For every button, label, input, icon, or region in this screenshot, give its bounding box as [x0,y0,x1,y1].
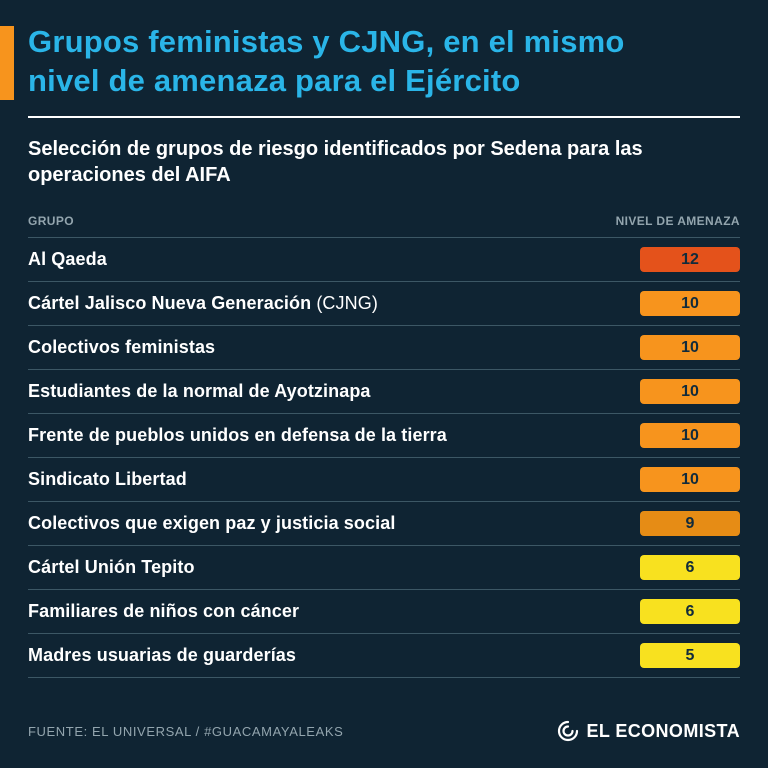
page-title: Grupos feministas y CJNG, en el mismo niv… [28,22,740,100]
group-name: Cártel Jalisco Nueva Generación (CJNG) [28,293,378,314]
el-economista-logo-text: EL ECONOMISTA [586,720,740,741]
table-row: Cártel Jalisco Nueva Generación (CJNG) 1… [28,282,740,327]
group-name: Colectivos que exigen paz y justicia soc… [28,513,396,534]
table-body: Al Qaeda 12 Cártel Jalisco Nueva Generac… [28,238,740,679]
group-name: Frente de pueblos unidos en defensa de l… [28,425,447,446]
table-row: Estudiantes de la normal de Ayotzinapa 1… [28,370,740,415]
table-row: Sindicato Libertad 10 [28,458,740,503]
column-header-group: GRUPO [28,214,75,229]
page-title-line1: Grupos feministas y CJNG, en el mismo [28,24,625,59]
table-header: GRUPO NIVEL DE AMENAZA [28,214,740,239]
group-name: Al Qaeda [28,249,107,270]
subtitle: Selección de grupos de riesgo identifica… [28,138,643,187]
group-name: Sindicato Libertad [28,469,187,490]
table-row: Cártel Unión Tepito 6 [28,546,740,591]
group-name: Familiares de niños con cáncer [28,601,300,622]
title-accent-bar [0,26,14,100]
threat-level-badge: 12 [640,247,740,273]
title-divider [28,116,740,119]
threat-level-badge: 5 [640,643,740,669]
group-name: Estudiantes de la normal de Ayotzinapa [28,381,371,402]
threat-level-badge: 10 [640,467,740,493]
table-row: Familiares de niños con cáncer 6 [28,590,740,635]
table-row: Frente de pueblos unidos en defensa de l… [28,414,740,459]
threat-level-badge: 6 [640,599,740,625]
table-row: Colectivos feministas 10 [28,326,740,371]
threat-level-badge: 9 [640,511,740,537]
threat-level-badge: 10 [640,291,740,317]
group-name: Cártel Unión Tepito [28,557,195,578]
threat-level-badge: 10 [640,335,740,361]
el-economista-logo: EL ECONOMISTA [557,720,740,742]
threat-level-badge: 10 [640,423,740,449]
threat-level-badge: 10 [640,379,740,405]
footer: FUENTE: EL UNIVERSAL / #GUACAMAYALEAKS E… [28,720,740,742]
el-economista-logo-icon [558,720,579,742]
group-name: Madres usuarias de guarderías [28,645,297,666]
table-row: Colectivos que exigen paz y justicia soc… [28,502,740,547]
table-row: Al Qaeda 12 [28,238,740,283]
group-name: Colectivos feministas [28,337,216,358]
table-row: Madres usuarias de guarderías 5 [28,634,740,679]
page-title-line2: nivel de amenaza para el Ejército [28,63,521,99]
threat-level-badge: 6 [640,555,740,581]
column-header-threat-level: NIVEL DE AMENAZA [615,214,740,229]
source-text: FUENTE: EL UNIVERSAL / #GUACAMAYALEAKS [28,723,344,739]
